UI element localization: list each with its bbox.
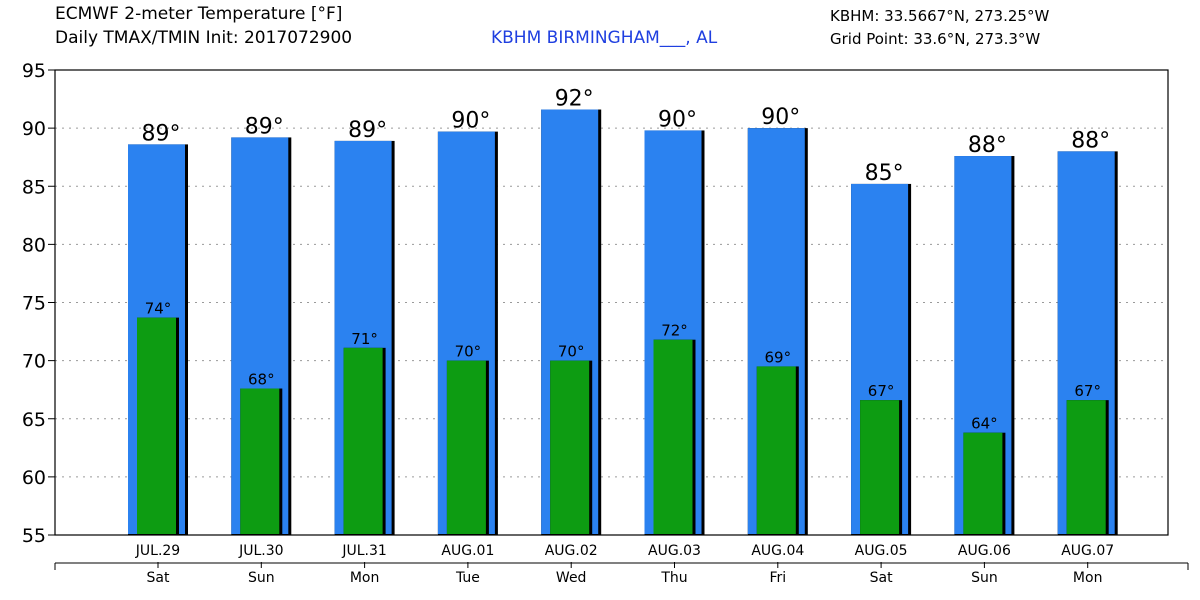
tmin-bar (756, 366, 796, 534)
x-tick-day-label: Sun (971, 570, 998, 586)
x-tick-date-label: AUG.04 (751, 543, 804, 559)
tmax-value-label: 89° (348, 118, 387, 143)
tmin-value-label: 68° (248, 371, 275, 389)
x-tick-date-label: AUG.02 (545, 543, 598, 559)
tmin-bar (963, 432, 1003, 534)
y-tick-label: 85 (22, 176, 46, 198)
tmin-value-label: 64° (971, 415, 998, 433)
x-tick-date-label: JUL.29 (135, 543, 180, 559)
x-tick-day-label: Tue (455, 570, 480, 586)
y-tick-label: 80 (22, 234, 46, 256)
tmin-bar (240, 388, 280, 534)
x-tick-day-label: Wed (556, 570, 587, 586)
x-tick-date-label: AUG.07 (1061, 543, 1114, 559)
tmax-value-label: 92° (555, 87, 594, 112)
tmin-value-label: 70° (558, 343, 585, 361)
tmin-value-label: 74° (145, 300, 172, 318)
data-labels: 89° 74° 89° 68° 89° 71° 90° 70° 92° 70° 90° 72° 90° 6… (142, 87, 1111, 433)
tmin-value-label: 67° (868, 382, 895, 400)
y-tick-label: 75 (22, 293, 46, 315)
tmin-value-label: 67° (1074, 382, 1101, 400)
x-tick-date-label: AUG.03 (648, 543, 701, 559)
y-tick-label: 70 (22, 351, 46, 373)
x-tick-day-label: Sat (147, 570, 170, 586)
station-name: KBHM BIRMINGHAM___, AL (491, 28, 718, 48)
tmax-value-label: 90° (761, 105, 800, 130)
tmin-bar (137, 317, 176, 534)
plot-frame (54, 69, 1169, 536)
tmax-value-label: 89° (245, 114, 284, 139)
x-tick-date-label: AUG.01 (441, 543, 494, 559)
grid-point-coordinates: Grid Point: 33.6°N, 273.3°W (830, 30, 1041, 48)
tmin-bar (343, 347, 383, 534)
y-tick-label: 90 (22, 118, 46, 140)
axes: 55 60 65 70 75 80 85 90 95 JUL.29 Sat JUL.30 Sun JUL.… (22, 60, 1189, 586)
tmax-value-label: 88° (1071, 128, 1110, 153)
tmin-value-label: 69° (765, 348, 792, 366)
tmax-value-label: 90° (451, 109, 490, 134)
tmax-value-label: 89° (142, 121, 181, 146)
x-tick-date-label: JUL.30 (238, 543, 283, 559)
x-tick-date-label: AUG.06 (958, 543, 1011, 559)
tmin-value-label: 70° (455, 343, 482, 361)
tmax-value-label: 88° (968, 133, 1007, 158)
x-tick-day-label: Thu (660, 570, 687, 586)
x-tick-day-label: Sat (870, 570, 893, 586)
tmin-bar (860, 400, 900, 534)
tmin-series (137, 317, 1109, 535)
y-tick-label: 55 (22, 525, 46, 547)
tmin-bar (550, 360, 590, 534)
tmin-bar (446, 360, 486, 534)
y-tick-label: 65 (22, 409, 46, 431)
y-tick-label: 95 (22, 60, 46, 82)
chart-subtitle: Daily TMAX/TMIN Init: 2017072900 (55, 28, 353, 48)
tmax-value-label: 85° (865, 161, 904, 186)
x-tick-day-label: Mon (1073, 570, 1103, 586)
x-tick-date-label: JUL.31 (341, 543, 386, 559)
tmin-value-label: 71° (351, 330, 378, 348)
station-coordinates: KBHM: 33.5667°N, 273.25°W (830, 7, 1050, 25)
y-tick-label: 60 (22, 467, 46, 489)
tmax-value-label: 90° (658, 107, 697, 132)
tmin-bar (653, 339, 693, 534)
tmin-value-label: 72° (661, 322, 688, 340)
tmin-bar (1066, 400, 1106, 534)
x-tick-day-label: Sun (248, 570, 275, 586)
x-tick-day-label: Mon (350, 570, 380, 586)
x-tick-day-label: Fri (769, 570, 786, 586)
x-tick-date-label: AUG.05 (855, 543, 908, 559)
chart-title: ECMWF 2-meter Temperature [°F] (55, 4, 343, 24)
